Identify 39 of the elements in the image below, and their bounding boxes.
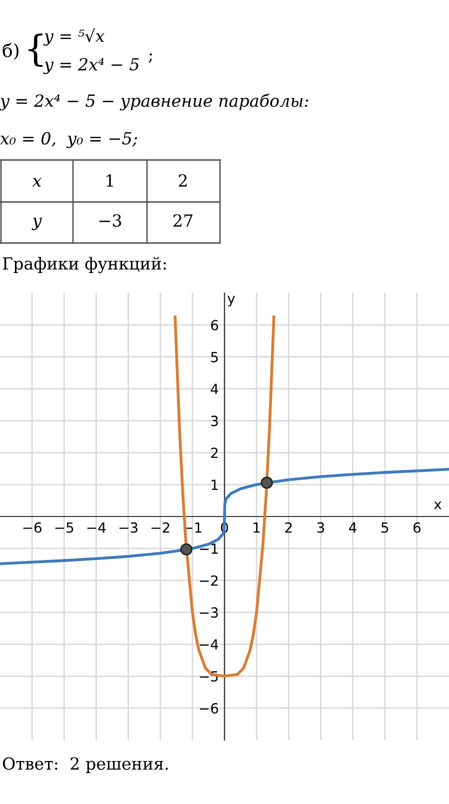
y-tick-label: 1: [212, 480, 218, 490]
x-axis-title: x: [434, 502, 442, 510]
x-tick-label: 3: [317, 522, 324, 533]
x-tick-label: −3: [120, 522, 138, 533]
text: x₀ = 0, y₀ = −5;: [0, 132, 138, 148]
text: 2: [178, 174, 187, 187]
text: ;: [148, 53, 152, 63]
chart-title: Графики функций:: [2, 256, 166, 274]
y-tick-label: 2: [211, 448, 218, 458]
y-tick-label: 3: [211, 416, 218, 426]
y-tick-label: −4: [200, 639, 218, 650]
text: 1: [106, 174, 113, 187]
y-tick-label: −3: [200, 607, 218, 618]
x-tick-label: −5: [55, 522, 74, 533]
line-series: [0, 468, 449, 566]
text: {: [28, 34, 42, 67]
y-tick-label: −2: [200, 575, 218, 586]
text: 27: [174, 214, 192, 227]
text: y: [32, 218, 42, 230]
text: y = 2x⁴ − 5: [43, 58, 139, 74]
text: Ответ: 2 решения.: [2, 757, 168, 774]
x-tick-label: −4: [87, 522, 106, 533]
x-tick-label: 4: [349, 522, 356, 533]
y-tick-label: −6: [200, 703, 218, 714]
y-tick-label: −1: [200, 544, 218, 554]
y-tick-label: 4: [210, 384, 218, 394]
x-tick-label: −2: [152, 522, 170, 533]
y-axis-title: y: [228, 296, 235, 306]
x-tick-label: 2: [285, 522, 292, 533]
text: y = ⁵√x: [43, 28, 104, 46]
x-tick-label: −6: [23, 522, 42, 533]
y-tick-label: 5: [211, 352, 218, 362]
text: б): [2, 42, 18, 60]
x-tick-label: 1: [254, 522, 260, 533]
text: x: [32, 178, 42, 187]
x-tick-label: 6: [413, 522, 420, 533]
y-tick-label: 6: [211, 320, 218, 330]
x-tick-label: 5: [382, 522, 388, 533]
text: −3: [99, 214, 122, 227]
